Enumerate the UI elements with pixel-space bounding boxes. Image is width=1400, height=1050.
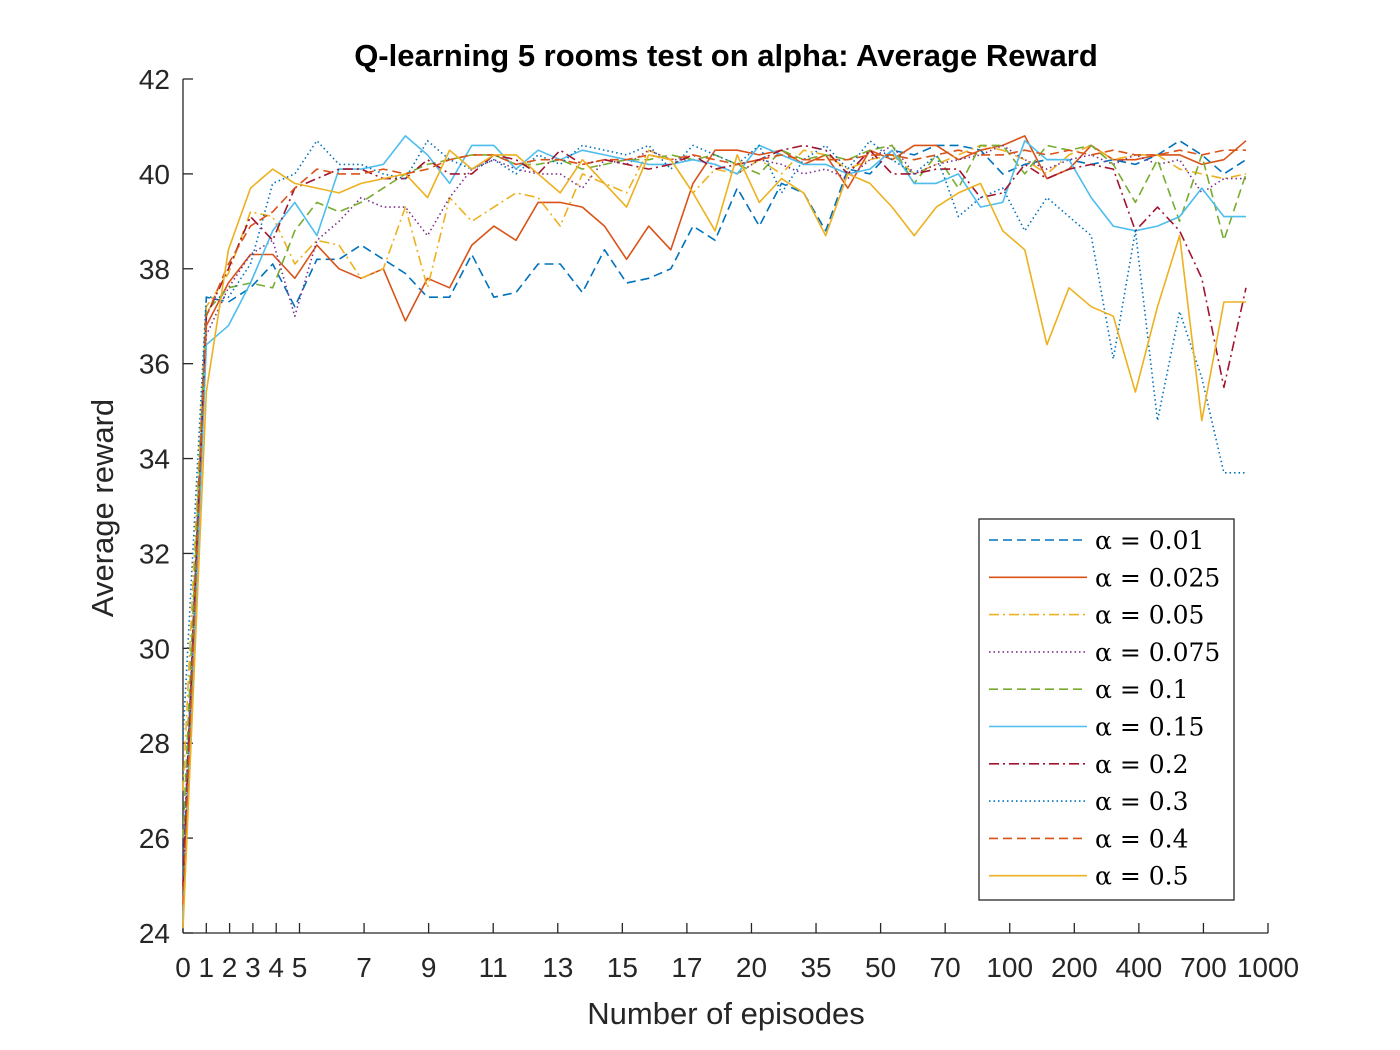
legend-label: α = 0.05 xyxy=(1095,601,1204,630)
x-tick-label: 3 xyxy=(245,952,261,983)
x-tick-label: 70 xyxy=(930,952,961,983)
x-tick-label: 200 xyxy=(1051,952,1098,983)
y-tick-label: 34 xyxy=(139,444,170,475)
legend: α = 0.01 α = 0.025 α = 0.05 α = 0.075 α = 0.… xyxy=(978,518,1235,901)
x-tick-label: 100 xyxy=(986,952,1033,983)
series-line-7 xyxy=(182,139,1246,739)
series-line-9 xyxy=(182,149,1246,929)
legend-label: α = 0.01 xyxy=(1095,526,1204,555)
x-axis-label: Number of episodes xyxy=(587,996,864,1031)
y-tick-label: 36 xyxy=(139,349,170,380)
legend-label: α = 0.5 xyxy=(1095,862,1188,891)
y-tick-label: 38 xyxy=(139,254,170,285)
series-line-6 xyxy=(182,144,1247,886)
legend-label: α = 0.075 xyxy=(1095,638,1220,667)
y-tick-label: 26 xyxy=(139,823,170,854)
x-tick-label: 13 xyxy=(542,952,573,983)
x-tick-label: 1 xyxy=(199,952,215,983)
y-axis-label: Average reward xyxy=(85,399,120,617)
x-tick-label: 20 xyxy=(736,952,767,983)
legend-label: α = 0.3 xyxy=(1095,787,1188,816)
x-tick-label: 11 xyxy=(479,952,508,983)
chart-title: Q-learning 5 rooms test on alpha: Averag… xyxy=(354,38,1098,73)
x-tick-label: 0 xyxy=(175,952,191,983)
legend-label: α = 0.15 xyxy=(1095,713,1204,742)
x-tick-label: 400 xyxy=(1116,952,1163,983)
x-tick-label: 700 xyxy=(1180,952,1227,983)
x-tick-label: 4 xyxy=(268,952,284,983)
x-tick-label: 35 xyxy=(800,952,831,983)
y-tick-label: 28 xyxy=(139,728,170,759)
x-tick-label: 15 xyxy=(607,952,638,983)
x-tick-label: 7 xyxy=(356,952,372,983)
legend-label: α = 0.1 xyxy=(1095,675,1188,704)
series-line-5 xyxy=(182,135,1246,919)
series-lines xyxy=(182,135,1247,929)
x-tick-label: 50 xyxy=(865,952,896,983)
series-line-8 xyxy=(182,149,1246,905)
x-tick-label: 2 xyxy=(222,952,238,983)
series-line-2 xyxy=(182,144,1247,791)
y-tick-label: 32 xyxy=(139,538,170,569)
x-tick-label: 1000 xyxy=(1237,952,1299,983)
x-tick-label: 5 xyxy=(292,952,308,983)
y-tick-label: 30 xyxy=(139,633,170,664)
x-tick-label: 9 xyxy=(421,952,437,983)
legend-box xyxy=(978,518,1235,901)
legend-label: α = 0.025 xyxy=(1095,563,1220,592)
y-tick-label: 40 xyxy=(139,159,170,190)
legend-label: α = 0.4 xyxy=(1095,824,1188,853)
legend-label: α = 0.2 xyxy=(1095,750,1188,779)
y-tick-label: 24 xyxy=(139,918,170,949)
x-tick-label: 17 xyxy=(671,952,702,983)
y-tick-label: 42 xyxy=(139,64,170,95)
